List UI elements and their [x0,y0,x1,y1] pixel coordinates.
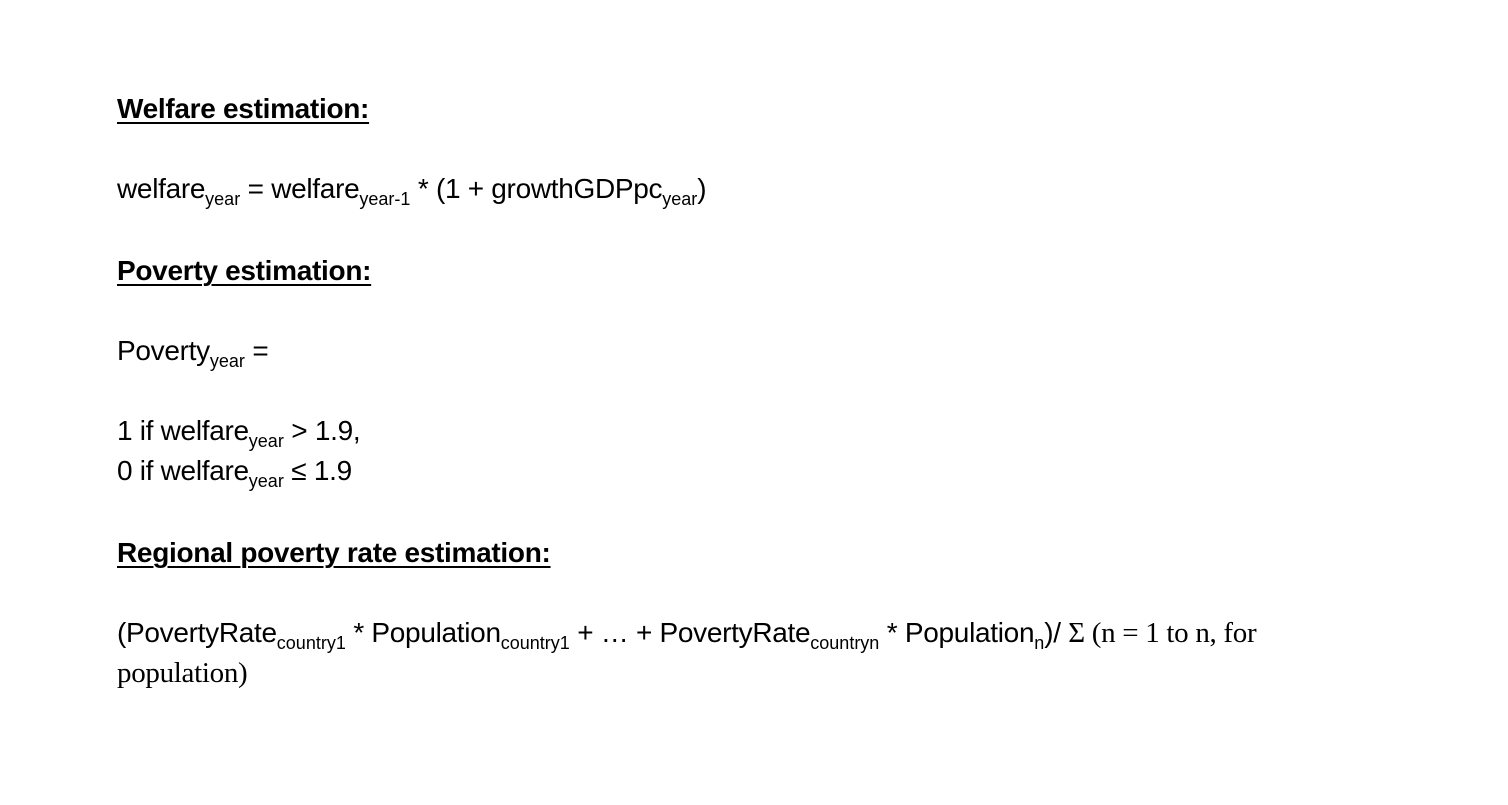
case-one-prefix: 1 if welfare [117,415,249,446]
regional-poverty-heading: Regional poverty rate estimation: [117,537,551,568]
poverty-lhs: Poverty [117,335,210,366]
regional-term-2: * Population [345,617,501,648]
poverty-equals: = [244,335,269,366]
welfare-equals: = welfare [240,173,360,204]
regional-term-1: (PovertyRate [117,617,277,648]
poverty-equation: Povertyyear = [117,334,269,371]
welfare-growth-term: * (1 + growthGDPpc [410,173,663,204]
document-page: Welfare estimation: welfareyear = welfar… [117,0,1417,805]
poverty-estimation-heading: Poverty estimation: [117,255,372,286]
regional-sub-2: country1 [500,633,570,653]
regional-sub-1: country1 [276,633,346,653]
welfare-lhs: welfare [117,173,206,204]
welfare-close-paren: ) [697,173,707,204]
case-zero-subscript: year [248,471,284,491]
welfare-estimation-heading: Welfare estimation: [117,93,370,124]
regional-equation-line-2: population) [117,657,248,689]
case-zero-prefix: 0 if welfare [117,455,249,486]
regional-sub-3: countryn [810,633,880,653]
regional-sub-4: n [1034,633,1045,653]
regional-sum-term: Σ (n = 1 to n, for [1068,617,1257,649]
welfare-lhs-subscript: year [205,189,241,209]
poverty-case-zero: 0 if welfareyear ≤ 1.9 [117,454,352,491]
welfare-equation: welfareyear = welfareyear-1 * (1 + growt… [117,172,707,209]
regional-term-5: )/ [1044,617,1069,648]
regional-term-4: * Population [879,617,1035,648]
case-one-subscript: year [248,431,284,451]
case-zero-condition: ≤ 1.9 [283,455,352,486]
case-one-condition: > 1.9, [283,415,361,446]
poverty-lhs-subscript: year [209,351,245,371]
poverty-case-one: 1 if welfareyear > 1.9, [117,414,361,451]
regional-term-3: + … + PovertyRate [569,617,811,648]
welfare-prev-subscript: year-1 [359,189,411,209]
regional-equation-line-1: (PovertyRatecountry1 * Populationcountry… [117,616,1257,653]
growth-subscript: year [662,189,698,209]
